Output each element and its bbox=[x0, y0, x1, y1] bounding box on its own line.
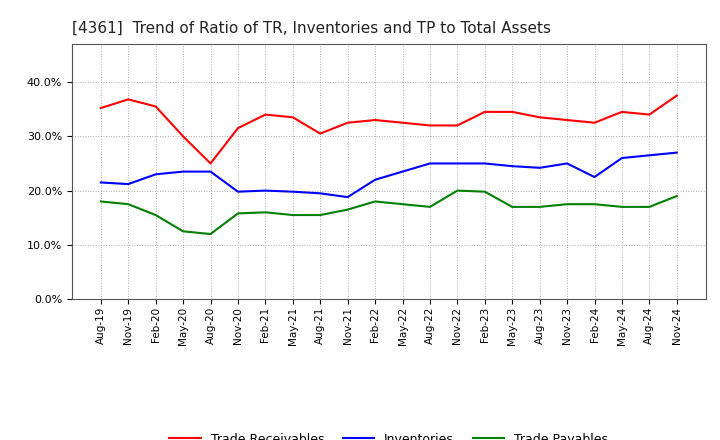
Trade Payables bbox=[563, 202, 572, 207]
Trade Receivables bbox=[261, 112, 270, 117]
Trade Payables bbox=[96, 199, 105, 204]
Inventories bbox=[289, 189, 297, 194]
Inventories bbox=[590, 174, 599, 180]
Trade Payables bbox=[618, 204, 626, 209]
Trade Receivables bbox=[508, 109, 516, 114]
Trade Payables bbox=[316, 213, 325, 218]
Inventories bbox=[645, 153, 654, 158]
Trade Payables bbox=[261, 210, 270, 215]
Inventories bbox=[480, 161, 489, 166]
Trade Receivables bbox=[453, 123, 462, 128]
Trade Receivables bbox=[618, 109, 626, 114]
Trade Payables bbox=[590, 202, 599, 207]
Trade Receivables bbox=[426, 123, 434, 128]
Trade Receivables bbox=[536, 115, 544, 120]
Trade Payables bbox=[371, 199, 379, 204]
Trade Receivables bbox=[206, 161, 215, 166]
Trade Receivables bbox=[672, 93, 681, 98]
Trade Payables bbox=[151, 213, 160, 218]
Line: Trade Payables: Trade Payables bbox=[101, 191, 677, 234]
Inventories bbox=[206, 169, 215, 174]
Inventories bbox=[343, 194, 352, 200]
Trade Payables bbox=[289, 213, 297, 218]
Inventories bbox=[233, 189, 242, 194]
Trade Payables bbox=[672, 194, 681, 199]
Trade Receivables bbox=[480, 109, 489, 114]
Trade Receivables bbox=[645, 112, 654, 117]
Trade Receivables bbox=[124, 97, 132, 102]
Trade Payables bbox=[343, 207, 352, 212]
Trade Payables bbox=[398, 202, 407, 207]
Trade Payables bbox=[179, 229, 187, 234]
Inventories bbox=[371, 177, 379, 183]
Trade Receivables bbox=[233, 125, 242, 131]
Trade Payables bbox=[453, 188, 462, 193]
Trade Payables bbox=[206, 231, 215, 237]
Line: Trade Receivables: Trade Receivables bbox=[101, 95, 677, 163]
Inventories bbox=[398, 169, 407, 174]
Trade Receivables bbox=[563, 117, 572, 123]
Trade Receivables bbox=[371, 117, 379, 123]
Trade Payables bbox=[508, 204, 516, 209]
Trade Receivables bbox=[96, 106, 105, 111]
Text: [4361]  Trend of Ratio of TR, Inventories and TP to Total Assets: [4361] Trend of Ratio of TR, Inventories… bbox=[72, 21, 551, 36]
Trade Payables bbox=[480, 189, 489, 194]
Inventories bbox=[179, 169, 187, 174]
Inventories bbox=[563, 161, 572, 166]
Inventories bbox=[124, 181, 132, 187]
Trade Receivables bbox=[398, 120, 407, 125]
Trade Receivables bbox=[343, 120, 352, 125]
Trade Payables bbox=[426, 204, 434, 209]
Legend: Trade Receivables, Inventories, Trade Payables: Trade Receivables, Inventories, Trade Pa… bbox=[164, 428, 613, 440]
Trade Receivables bbox=[179, 134, 187, 139]
Inventories bbox=[96, 180, 105, 185]
Trade Payables bbox=[645, 204, 654, 209]
Inventories bbox=[536, 165, 544, 170]
Trade Payables bbox=[124, 202, 132, 207]
Trade Receivables bbox=[316, 131, 325, 136]
Inventories bbox=[508, 164, 516, 169]
Trade Payables bbox=[233, 211, 242, 216]
Trade Receivables bbox=[151, 104, 160, 109]
Inventories bbox=[426, 161, 434, 166]
Line: Inventories: Inventories bbox=[101, 153, 677, 197]
Inventories bbox=[618, 155, 626, 161]
Inventories bbox=[672, 150, 681, 155]
Inventories bbox=[453, 161, 462, 166]
Trade Receivables bbox=[289, 115, 297, 120]
Trade Payables bbox=[536, 204, 544, 209]
Inventories bbox=[261, 188, 270, 193]
Trade Receivables bbox=[590, 120, 599, 125]
Inventories bbox=[151, 172, 160, 177]
Inventories bbox=[316, 191, 325, 196]
